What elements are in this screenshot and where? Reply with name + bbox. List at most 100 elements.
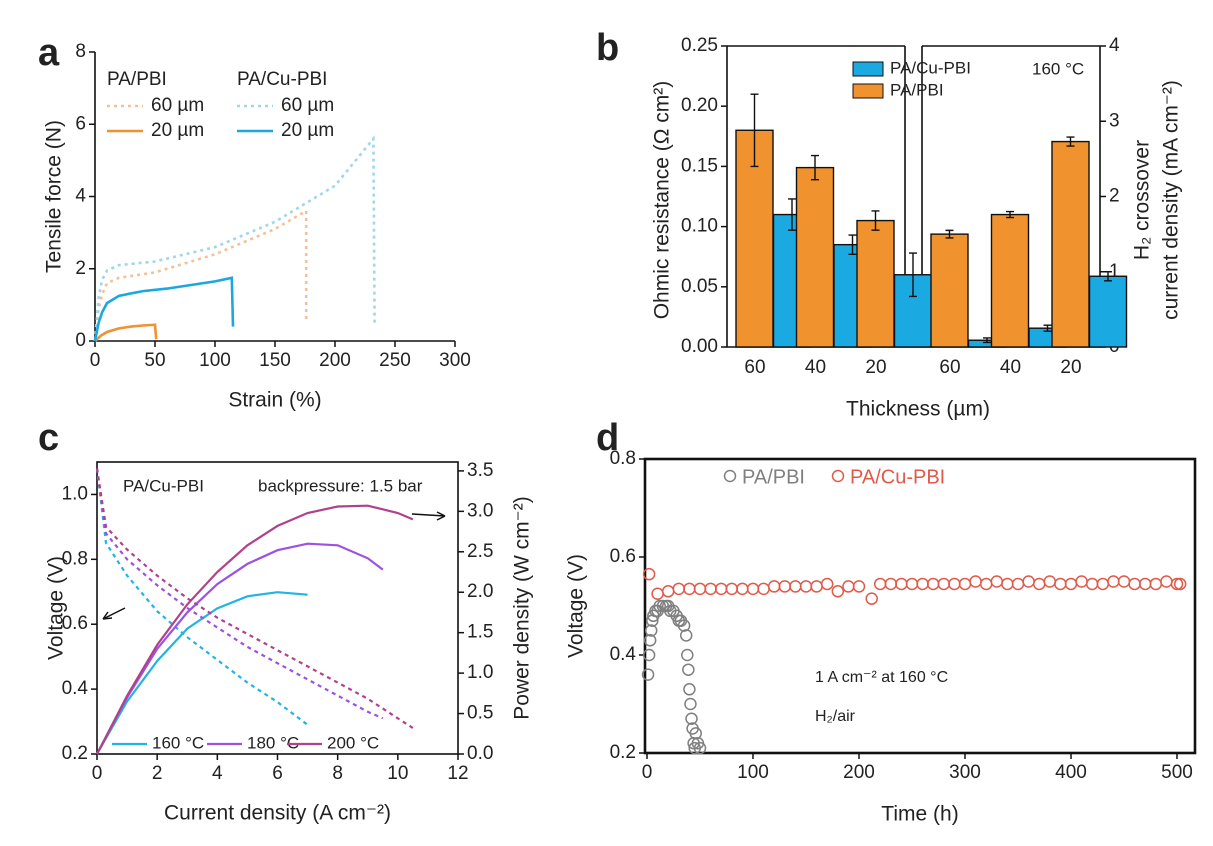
point — [642, 648, 656, 662]
axes-c — [96, 461, 459, 755]
x-axis-title: Current density (A cm⁻²) — [164, 802, 391, 825]
point — [1138, 577, 1152, 591]
point — [767, 580, 781, 593]
point — [693, 741, 707, 755]
x-tick-label: 2 — [152, 763, 163, 784]
annotation: 160 °C — [1032, 59, 1084, 78]
bar — [795, 166, 835, 348]
point — [990, 575, 1004, 588]
x-tick-label: 400 — [1055, 762, 1087, 783]
point — [1128, 577, 1141, 591]
point — [799, 580, 813, 593]
point — [895, 577, 908, 591]
point — [682, 663, 695, 676]
point — [958, 577, 972, 591]
point — [1149, 577, 1163, 591]
error-bar — [811, 154, 819, 181]
point — [778, 580, 792, 593]
annotation: backpressure: 1.5 bar — [258, 476, 423, 495]
point — [641, 668, 655, 681]
legend-label: PA/PBI — [742, 466, 805, 488]
point — [683, 683, 696, 696]
point — [831, 585, 845, 598]
x-tick-label: 50 — [144, 350, 165, 371]
x-tick-label: 12 — [447, 763, 468, 784]
legend-label: 200 °C — [327, 733, 379, 752]
x-tick-label: 60 — [744, 357, 765, 378]
x-tick-label: 4 — [212, 763, 223, 784]
legend-marker — [723, 469, 737, 483]
error-bar — [1006, 210, 1014, 219]
y-axis-title: Tensile force (N) — [43, 120, 66, 273]
point — [873, 577, 887, 591]
y-axis-title: Voltage (V) — [565, 554, 588, 658]
y-tick-label: 0.8 — [610, 448, 636, 469]
line — [93, 276, 235, 342]
axes-a — [94, 52, 455, 342]
point — [643, 634, 657, 647]
y2-tick-label: 4 — [1109, 35, 1120, 56]
point — [810, 580, 823, 593]
y2-tick-label: 3 — [1109, 110, 1120, 131]
legend-marker — [831, 469, 845, 483]
bar — [930, 233, 969, 348]
x-tick-label: 10 — [387, 763, 408, 784]
y2-tick-label: 1.0 — [467, 662, 493, 683]
bar — [1088, 275, 1128, 348]
line — [93, 135, 376, 342]
legend-label: PA/Cu-PBI — [850, 466, 945, 488]
point — [653, 599, 666, 613]
point — [948, 577, 961, 591]
y2-tick-label: 2 — [1109, 186, 1120, 207]
error-bar — [848, 234, 857, 255]
legend-label: 20 µm — [151, 120, 204, 141]
x-tick-label: 0 — [92, 763, 103, 784]
legend-label: 60 µm — [281, 95, 334, 116]
point — [651, 587, 664, 600]
error-bar — [1104, 271, 1112, 282]
point — [1011, 577, 1025, 591]
point — [685, 712, 698, 725]
point — [679, 629, 693, 642]
y2-tick-label: 3.5 — [467, 460, 493, 481]
x-tick-label: 6 — [272, 763, 283, 784]
error-bar — [1043, 324, 1052, 332]
x-tick-label: 300 — [949, 762, 981, 783]
x-tick-label: 300 — [439, 350, 471, 371]
point — [884, 577, 898, 591]
point — [1170, 577, 1184, 591]
bar — [990, 213, 1030, 348]
y-tick-label: 0.25 — [681, 35, 718, 56]
annotation: PA/Cu-PBI — [123, 476, 204, 495]
x-tick-label: 250 — [379, 350, 411, 371]
legend-swatch — [852, 61, 884, 77]
legend-label: 180 °C — [247, 733, 299, 752]
error-bar — [983, 337, 991, 344]
y-tick-label: 0.20 — [681, 95, 718, 116]
power-line — [96, 542, 384, 755]
arrow-left — [102, 607, 126, 620]
y-tick-label: 0.6 — [610, 546, 636, 567]
point — [1117, 575, 1131, 588]
y2-tick-label: 0.0 — [467, 743, 493, 764]
point — [1054, 577, 1067, 591]
error-bar — [945, 229, 954, 239]
point — [693, 582, 707, 596]
y-tick-label: 0.2 — [62, 743, 88, 764]
y-tick-label: 0.4 — [610, 644, 637, 665]
point — [1173, 577, 1187, 591]
annotation: H₂/air — [815, 708, 856, 725]
panel-letter: a — [38, 32, 60, 74]
point — [725, 582, 739, 596]
point — [979, 577, 993, 591]
x-tick-label: 100 — [199, 350, 231, 371]
y-tick-label: 0.00 — [681, 336, 718, 357]
error-bar — [1066, 136, 1075, 147]
y-tick-label: 4 — [75, 186, 86, 207]
y-tick-label: 0.10 — [681, 216, 718, 237]
y2-tick-label: 3.0 — [467, 500, 493, 521]
point — [1032, 577, 1046, 591]
point — [865, 592, 878, 605]
point — [1096, 577, 1110, 591]
x-tick-label: 40 — [1000, 357, 1021, 378]
